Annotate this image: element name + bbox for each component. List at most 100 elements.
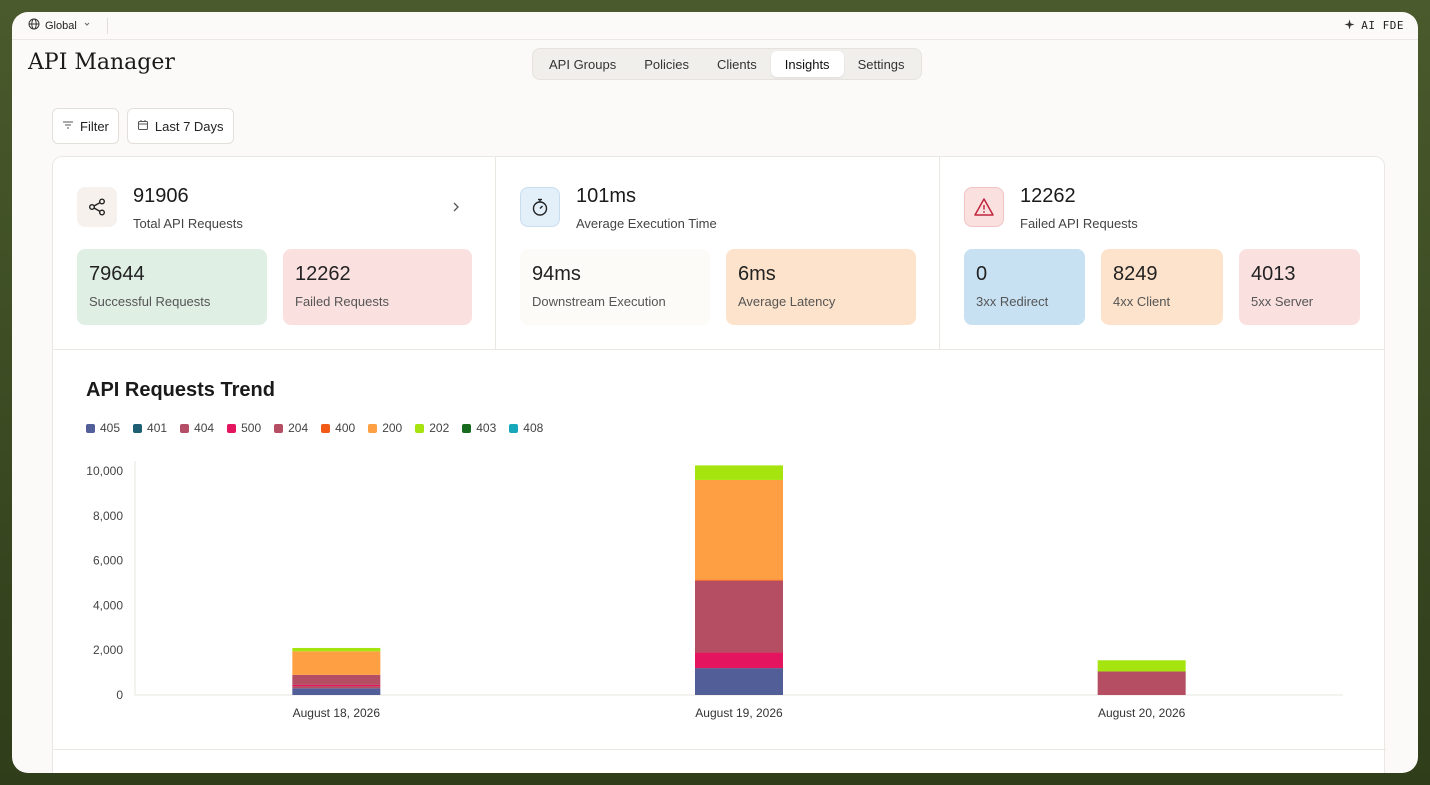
legend-swatch bbox=[180, 423, 190, 433]
server-5xx-tile: 4013 5xx Server bbox=[1239, 249, 1360, 325]
toolbar: Filter Last 7 Days bbox=[52, 108, 234, 144]
successful-requests-value: 79644 bbox=[89, 263, 145, 285]
total-requests-card[interactable]: 91906 Total API Requests 79644 Successfu… bbox=[53, 157, 496, 349]
execution-time-value: 101ms bbox=[576, 185, 637, 207]
divider bbox=[53, 749, 1386, 750]
tab-settings[interactable]: Settings bbox=[857, 56, 905, 72]
header: API Manager API Groups Policies Clients … bbox=[12, 40, 1418, 90]
date-range-button[interactable]: Last 7 Days bbox=[126, 108, 234, 144]
downstream-execution-tile: 94ms Downstream Execution bbox=[520, 249, 710, 325]
legend-label: 400 bbox=[335, 421, 356, 435]
stopwatch-icon bbox=[520, 187, 560, 227]
legend-swatch bbox=[368, 423, 378, 433]
bar-segment bbox=[292, 651, 381, 675]
downstream-execution-label: Downstream Execution bbox=[532, 294, 666, 309]
bar-segment bbox=[695, 465, 783, 480]
divider bbox=[106, 17, 108, 34]
bar-segment bbox=[292, 647, 381, 652]
legend-item[interactable]: 204 bbox=[274, 421, 308, 435]
failed-api-label: Failed API Requests bbox=[1020, 216, 1138, 231]
legend-swatch bbox=[133, 423, 143, 433]
average-latency-label: Average Latency bbox=[738, 294, 836, 309]
legend-label: 405 bbox=[100, 421, 121, 435]
x-tick-label: August 19, 2026 bbox=[695, 706, 783, 720]
chart-legend: 405 401 404 500 204 400 200 202 403 408 bbox=[86, 421, 543, 435]
app-window: Global AI FDE API Manager API Groups Pol… bbox=[12, 12, 1418, 773]
total-requests-label: Total API Requests bbox=[133, 216, 243, 231]
ai-fde-button[interactable]: AI FDE bbox=[1344, 19, 1404, 33]
failed-api-value: 12262 bbox=[1020, 185, 1076, 207]
warning-icon bbox=[964, 187, 1004, 227]
total-requests-value: 91906 bbox=[133, 185, 189, 207]
tab-policies[interactable]: Policies bbox=[644, 56, 689, 72]
legend-swatch bbox=[462, 423, 472, 433]
filter-label: Filter bbox=[80, 118, 109, 134]
date-range-label: Last 7 Days bbox=[154, 118, 224, 134]
legend-swatch bbox=[274, 423, 284, 433]
server-5xx-value: 4013 bbox=[1251, 263, 1296, 285]
x-tick-label: August 18, 2026 bbox=[293, 706, 381, 720]
chart-title: API Requests Trend bbox=[86, 379, 275, 401]
x-tick-label: August 20, 2026 bbox=[1098, 706, 1186, 720]
legend-item[interactable]: 403 bbox=[462, 421, 496, 435]
legend-item[interactable]: 200 bbox=[368, 421, 402, 435]
y-tick-label: 4,000 bbox=[93, 598, 123, 612]
average-latency-tile: 6ms Average Latency bbox=[726, 249, 916, 325]
successful-requests-label: Successful Requests bbox=[89, 294, 211, 309]
requests-trend-chart: 0 2,000 4,000 6,000 8,000 10,000 August 18, 20… bbox=[86, 461, 1343, 720]
chevron-right-icon[interactable] bbox=[451, 200, 461, 218]
failed-api-card: 12262 Failed API Requests 0 3xx Redirect… bbox=[940, 157, 1384, 349]
bar-segment bbox=[695, 668, 783, 695]
failed-requests-tile: 12262 Failed Requests bbox=[283, 249, 472, 325]
tab-api-groups[interactable]: API Groups bbox=[549, 56, 617, 72]
tab-clients[interactable]: Clients bbox=[717, 56, 757, 72]
legend-swatch bbox=[227, 423, 237, 433]
bar-segment bbox=[695, 652, 783, 669]
calendar-icon bbox=[137, 119, 149, 134]
legend-label: 408 bbox=[523, 421, 544, 435]
filter-button[interactable]: Filter bbox=[52, 108, 119, 144]
redirect-3xx-label: 3xx Redirect bbox=[976, 294, 1049, 309]
bar-segment bbox=[695, 479, 783, 580]
ai-fde-label: AI FDE bbox=[1361, 19, 1404, 32]
legend-item[interactable]: 408 bbox=[509, 421, 543, 435]
client-4xx-tile: 8249 4xx Client bbox=[1101, 249, 1223, 325]
bar-segment bbox=[292, 684, 381, 687]
share-icon bbox=[77, 187, 117, 227]
y-tick-label: 8,000 bbox=[93, 509, 123, 523]
legend-label: 403 bbox=[476, 421, 497, 435]
legend-label: 202 bbox=[429, 421, 450, 435]
legend-label: 204 bbox=[288, 421, 309, 435]
client-4xx-value: 8249 bbox=[1113, 263, 1158, 285]
legend-item[interactable]: 401 bbox=[133, 421, 167, 435]
legend-item[interactable]: 202 bbox=[415, 421, 449, 435]
legend-item[interactable]: 405 bbox=[86, 421, 120, 435]
page-title: API Manager bbox=[28, 50, 175, 75]
legend-swatch bbox=[415, 423, 425, 433]
bar-segment bbox=[292, 686, 381, 689]
tab-insights[interactable]: Insights bbox=[770, 51, 844, 77]
top-bar: Global AI FDE bbox=[12, 12, 1418, 40]
legend-label: 500 bbox=[241, 421, 262, 435]
failed-requests-label: Failed Requests bbox=[295, 294, 389, 309]
redirect-3xx-value: 0 bbox=[976, 263, 988, 285]
legend-item[interactable]: 400 bbox=[321, 421, 355, 435]
downstream-execution-value: 94ms bbox=[532, 263, 581, 285]
legend-label: 401 bbox=[147, 421, 168, 435]
chevron-down-icon bbox=[82, 19, 92, 32]
bar-segment bbox=[292, 688, 381, 695]
bar-segment bbox=[1097, 660, 1186, 672]
globe-icon bbox=[28, 18, 40, 33]
execution-time-card: 101ms Average Execution Time 94ms Downst… bbox=[496, 157, 940, 349]
legend-item[interactable]: 500 bbox=[227, 421, 261, 435]
redirect-3xx-tile: 0 3xx Redirect bbox=[964, 249, 1085, 325]
region-selector[interactable]: Global bbox=[28, 17, 108, 34]
bar-segment bbox=[695, 579, 783, 581]
legend-item[interactable]: 404 bbox=[180, 421, 214, 435]
y-tick-label: 10,000 bbox=[86, 464, 123, 478]
execution-time-label: Average Execution Time bbox=[576, 216, 717, 231]
bar-segment bbox=[695, 580, 783, 653]
filter-icon bbox=[62, 119, 74, 134]
y-tick-label: 2,000 bbox=[93, 643, 123, 657]
successful-requests-tile: 79644 Successful Requests bbox=[77, 249, 267, 325]
